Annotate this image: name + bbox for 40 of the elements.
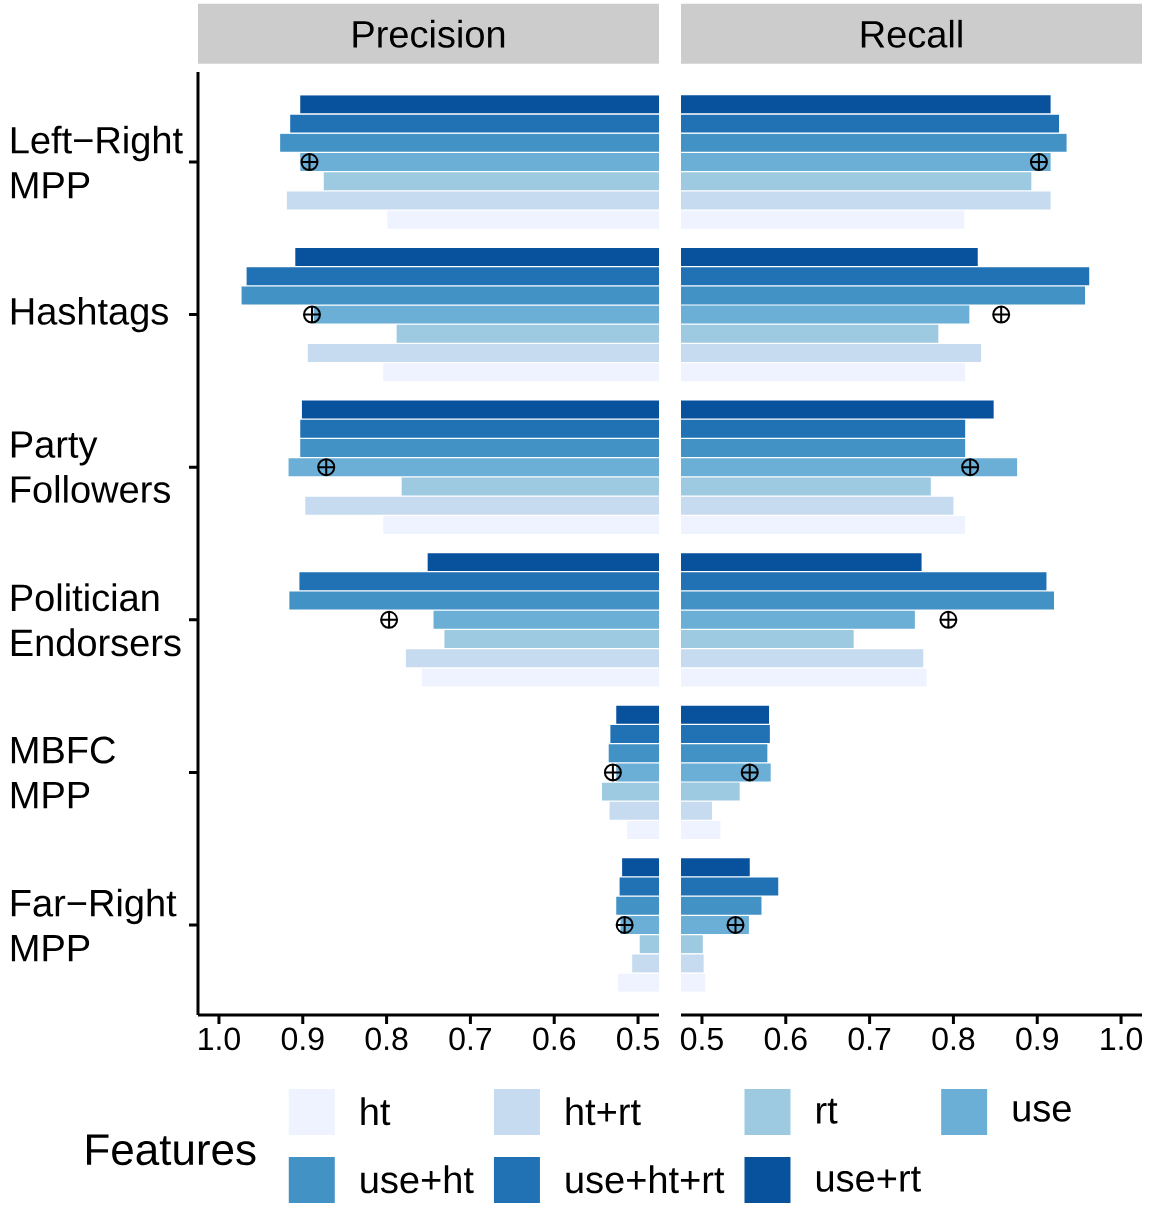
point <box>961 458 980 477</box>
y-tick-label: MBFC MPP <box>11 736 116 809</box>
legend-label: use+ht+rt <box>566 1165 725 1194</box>
x-tick-label: 0.6 <box>533 1027 576 1051</box>
x-tick-label: 1.0 <box>1101 1027 1143 1051</box>
y-tick-label: Hashtags <box>11 296 168 333</box>
chart-title: Recall <box>861 19 962 48</box>
x-tick-label: 0.5 <box>680 1027 723 1051</box>
legend-label: ht <box>361 1097 391 1126</box>
point <box>317 458 336 477</box>
x-tick-label: 0.8 <box>932 1027 975 1051</box>
x-tick-label: 0.7 <box>848 1027 891 1051</box>
point <box>615 915 634 934</box>
legend-label: use+rt <box>816 1166 921 1192</box>
x-tick-label: 0.6 <box>764 1027 807 1051</box>
x-tick-label: 0.8 <box>365 1027 408 1051</box>
point <box>726 915 745 934</box>
y-tick-label: Party Followers <box>11 431 170 503</box>
legend-label: use <box>1013 1100 1071 1122</box>
x-tick-label: 0.7 <box>449 1027 492 1051</box>
chart-title: Precision <box>353 19 505 48</box>
legend-label: ht+rt <box>566 1097 641 1126</box>
point <box>380 610 399 629</box>
point <box>302 305 321 324</box>
point <box>740 763 759 782</box>
legend-title: Features <box>87 1134 256 1166</box>
y-tick-label: Far−Right MPP <box>11 888 177 962</box>
x-tick-label: 0.5 <box>617 1027 659 1051</box>
point <box>603 763 622 782</box>
y-tick-label: Politician Endorsers <box>11 583 181 657</box>
point <box>1029 153 1048 172</box>
x-tick-label: 1.0 <box>199 1027 240 1051</box>
legend-label: rt <box>817 1098 838 1124</box>
legend-label: use+ht <box>361 1165 474 1194</box>
x-tick-label: 0.9 <box>281 1027 324 1051</box>
point <box>992 305 1011 324</box>
x-tick-label: 0.9 <box>1016 1027 1058 1051</box>
y-tick-label: Left−Right MPP <box>11 125 183 199</box>
point <box>300 153 319 172</box>
point <box>939 610 958 629</box>
